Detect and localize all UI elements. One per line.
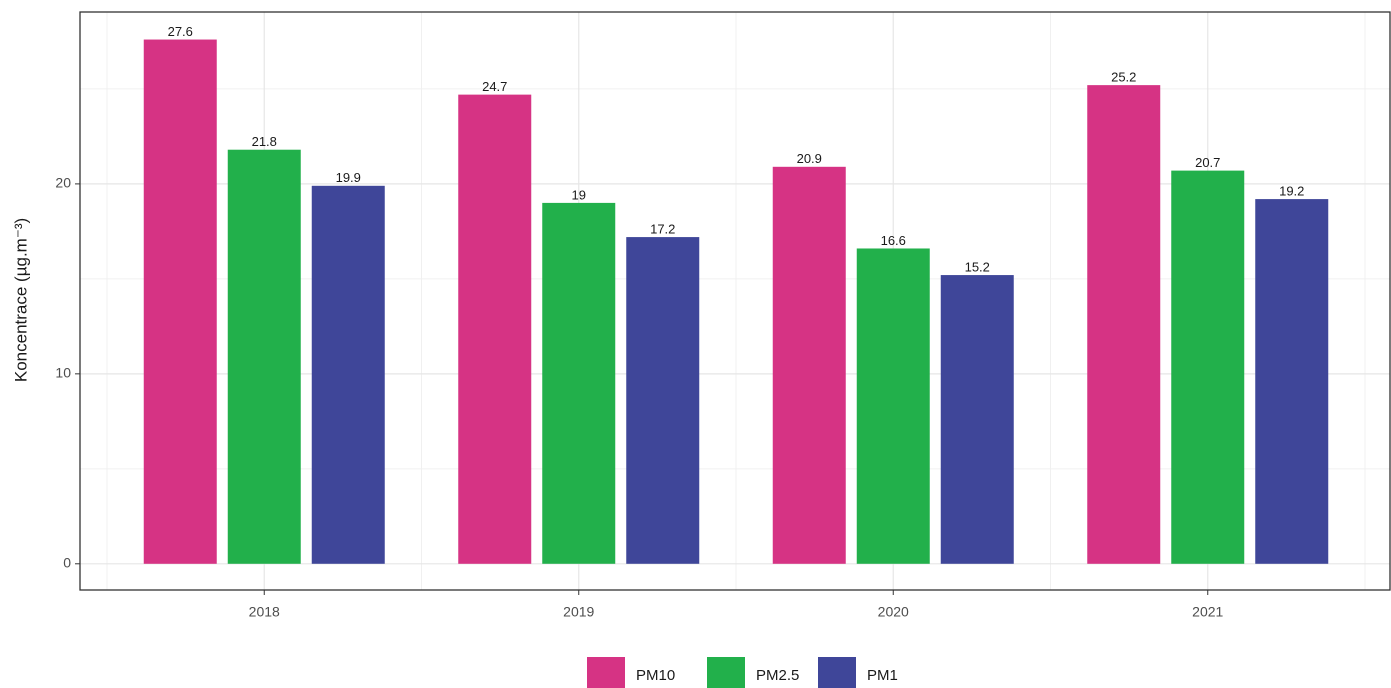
bar [227,149,301,564]
value-label: 24.7 [482,79,507,94]
bar [542,202,616,564]
bar [1171,170,1245,564]
x-tick-label: 2021 [1192,604,1223,620]
y-axis-title: Koncentrace (µg.m⁻³) [11,218,30,382]
value-label: 19.2 [1279,184,1304,199]
y-tick-label: 0 [63,554,71,570]
x-tick-label: 2018 [249,604,280,620]
x-tick-label: 2020 [878,604,909,620]
bar [626,237,700,564]
bar [772,166,846,564]
value-label: 25.2 [1111,70,1136,85]
value-label: 16.6 [881,233,906,248]
bar [1255,199,1329,564]
bar [458,94,532,564]
bar [1087,85,1161,564]
value-label: 21.8 [252,134,277,149]
legend-swatch [707,657,745,688]
bar [940,275,1014,564]
y-tick-label: 20 [55,175,71,191]
value-label: 20.7 [1195,155,1220,170]
bar [856,248,930,564]
value-label: 17.2 [650,222,675,237]
legend-label: PM10 [636,667,675,684]
value-label: 19.9 [336,170,361,185]
legend-label: PM2.5 [756,667,799,684]
bar [143,39,217,564]
value-label: 19 [572,187,586,202]
value-label: 20.9 [797,151,822,166]
legend-label: PM1 [867,667,898,684]
value-label: 27.6 [168,24,193,39]
bar [311,185,385,564]
panel-border [79,11,1391,591]
x-tick-label: 2019 [563,604,594,620]
legend-swatch [818,657,856,688]
legend-swatch [587,657,625,688]
y-tick-label: 10 [55,365,71,381]
value-label: 15.2 [965,260,990,275]
